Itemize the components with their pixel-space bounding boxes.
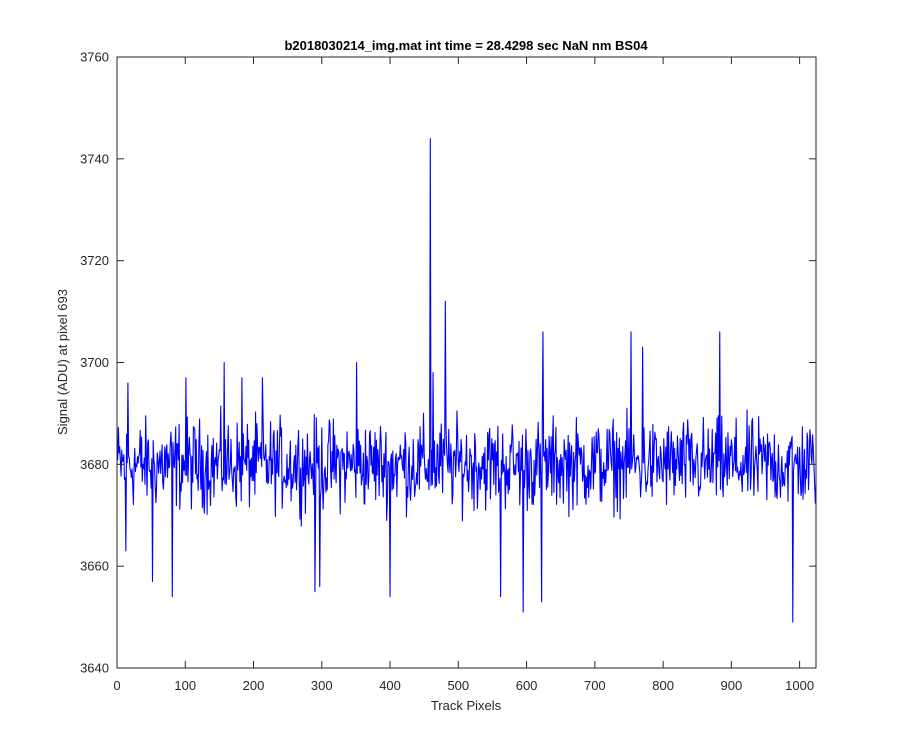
x-tick-label: 700 — [584, 678, 606, 693]
x-tick-label: 200 — [243, 678, 265, 693]
x-tick-label: 300 — [311, 678, 333, 693]
x-tick-label: 0 — [113, 678, 120, 693]
y-tick-label: 3700 — [80, 355, 109, 370]
x-tick-label: 100 — [174, 678, 196, 693]
y-axis: 3640 3660 3680 3700 3720 3740 3760 — [80, 50, 816, 676]
x-tick-label: 900 — [721, 678, 743, 693]
x-tick-label: 500 — [447, 678, 469, 693]
x-axis: 0 100 200 300 400 500 600 700 800 900 1000 — [113, 57, 814, 693]
x-tick-label: 400 — [379, 678, 401, 693]
x-axis-label: Track Pixels — [431, 698, 502, 713]
series-layer — [117, 137, 817, 623]
y-axis-label: Signal (ADU) at pixel 693 — [55, 289, 70, 435]
x-tick-label: 800 — [652, 678, 674, 693]
x-tick-label: 600 — [516, 678, 538, 693]
y-tick-label: 3760 — [80, 50, 109, 65]
chart-title: b2018030214_img.mat int time = 28.4298 s… — [284, 38, 648, 53]
y-tick-label: 3740 — [80, 151, 109, 166]
y-tick-label: 3680 — [80, 457, 109, 472]
y-tick-label: 3720 — [80, 253, 109, 268]
y-tick-label: 3660 — [80, 559, 109, 574]
y-tick-label: 3640 — [80, 661, 109, 676]
plot-area — [117, 57, 816, 668]
x-tick-label: 1000 — [785, 678, 814, 693]
series-line — [117, 137, 817, 623]
